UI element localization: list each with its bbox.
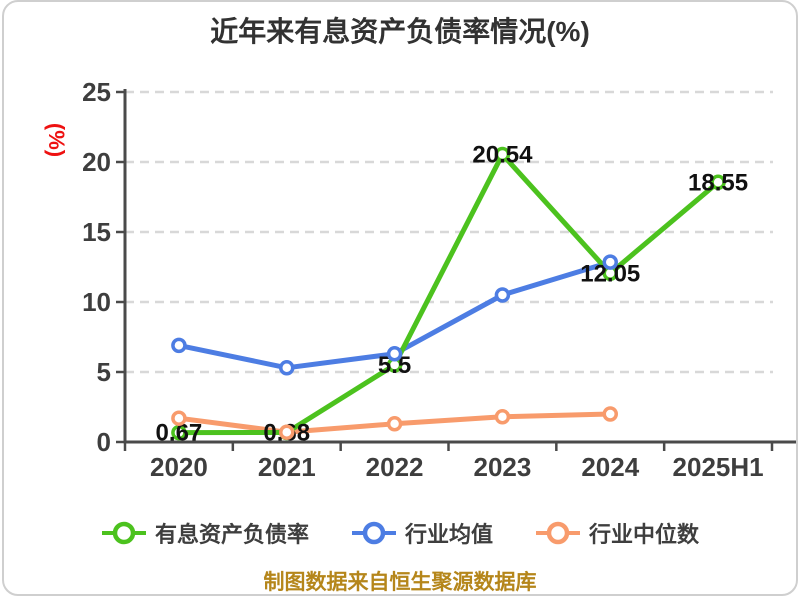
x-tick-label: 2023 xyxy=(473,452,531,482)
legend-item-industry-mean[interactable]: 行业均值 xyxy=(351,517,493,549)
legend-label: 行业均值 xyxy=(404,522,493,547)
legend-label: 有息资产负债率 xyxy=(154,522,309,547)
x-tick-label: 2025H1 xyxy=(673,452,764,482)
legend-item-interest-bearing-debt-ratio[interactable]: 有息资产负债率 xyxy=(101,517,309,549)
data-point[interactable] xyxy=(279,360,295,376)
data-point[interactable] xyxy=(602,406,618,422)
y-tick-label: 0 xyxy=(97,427,111,457)
data-point[interactable] xyxy=(602,254,618,270)
line-circle-marker-icon xyxy=(101,521,146,545)
y-tick-label: 10 xyxy=(82,287,111,317)
data-label: 20.54 xyxy=(472,141,533,168)
y-tick-label: 25 xyxy=(82,77,111,107)
line-circle-marker-icon xyxy=(351,521,396,545)
x-tick-label: 2021 xyxy=(258,452,316,482)
chart-title: 近年来有息资产负债率情况(%) xyxy=(210,16,590,47)
x-tick-label: 2020 xyxy=(150,452,208,482)
data-source-note: 制图数据来自恒生聚源数据库 xyxy=(263,571,537,594)
legend-label: 行业中位数 xyxy=(589,522,700,547)
legend-item-industry-median[interactable]: 行业中位数 xyxy=(535,517,699,549)
data-point[interactable] xyxy=(494,409,511,425)
line-circle-marker-icon xyxy=(536,521,580,545)
data-point[interactable] xyxy=(494,146,511,163)
data-point[interactable] xyxy=(171,424,187,441)
data-label: 18.55 xyxy=(688,169,748,196)
data-point[interactable] xyxy=(171,337,187,354)
data-point[interactable] xyxy=(494,287,511,303)
x-tick-label: 2022 xyxy=(366,452,424,482)
data-point[interactable] xyxy=(386,416,403,432)
y-tick-label: 5 xyxy=(97,357,111,387)
x-tick-label: 2024 xyxy=(581,452,639,482)
y-tick-label: 20 xyxy=(82,147,111,177)
data-point[interactable] xyxy=(171,410,187,426)
data-point[interactable] xyxy=(279,424,295,440)
data-point[interactable] xyxy=(386,346,403,362)
data-point[interactable] xyxy=(710,174,726,191)
legend: 有息资产负债率 行业均值 行业中位数 xyxy=(4,517,796,549)
series-line xyxy=(176,151,721,436)
y-tick-label: 15 xyxy=(82,217,111,247)
